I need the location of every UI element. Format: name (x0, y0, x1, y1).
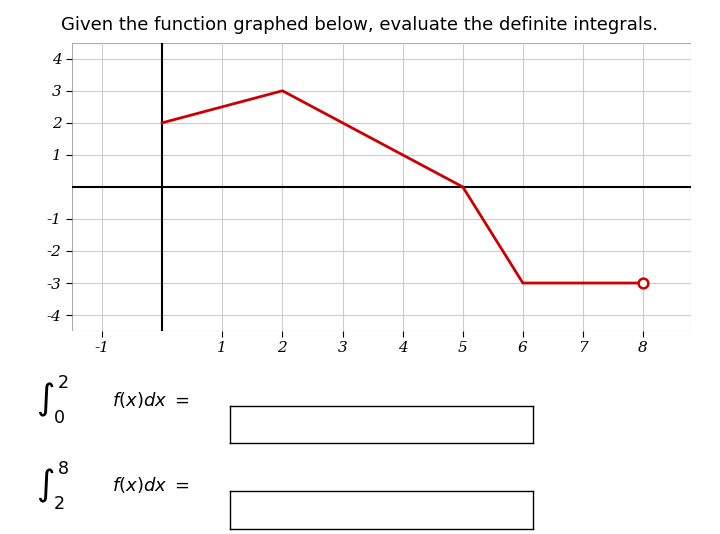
Text: $f(x)dx\ =$: $f(x)dx\ =$ (112, 390, 189, 410)
Text: $\int_0^2$: $\int_0^2$ (36, 374, 69, 426)
Text: $\int_2^8$: $\int_2^8$ (36, 459, 70, 512)
Text: Given the function graphed below, evaluate the definite integrals.: Given the function graphed below, evalua… (61, 16, 659, 34)
Text: $f(x)dx\ =$: $f(x)dx\ =$ (112, 475, 189, 495)
